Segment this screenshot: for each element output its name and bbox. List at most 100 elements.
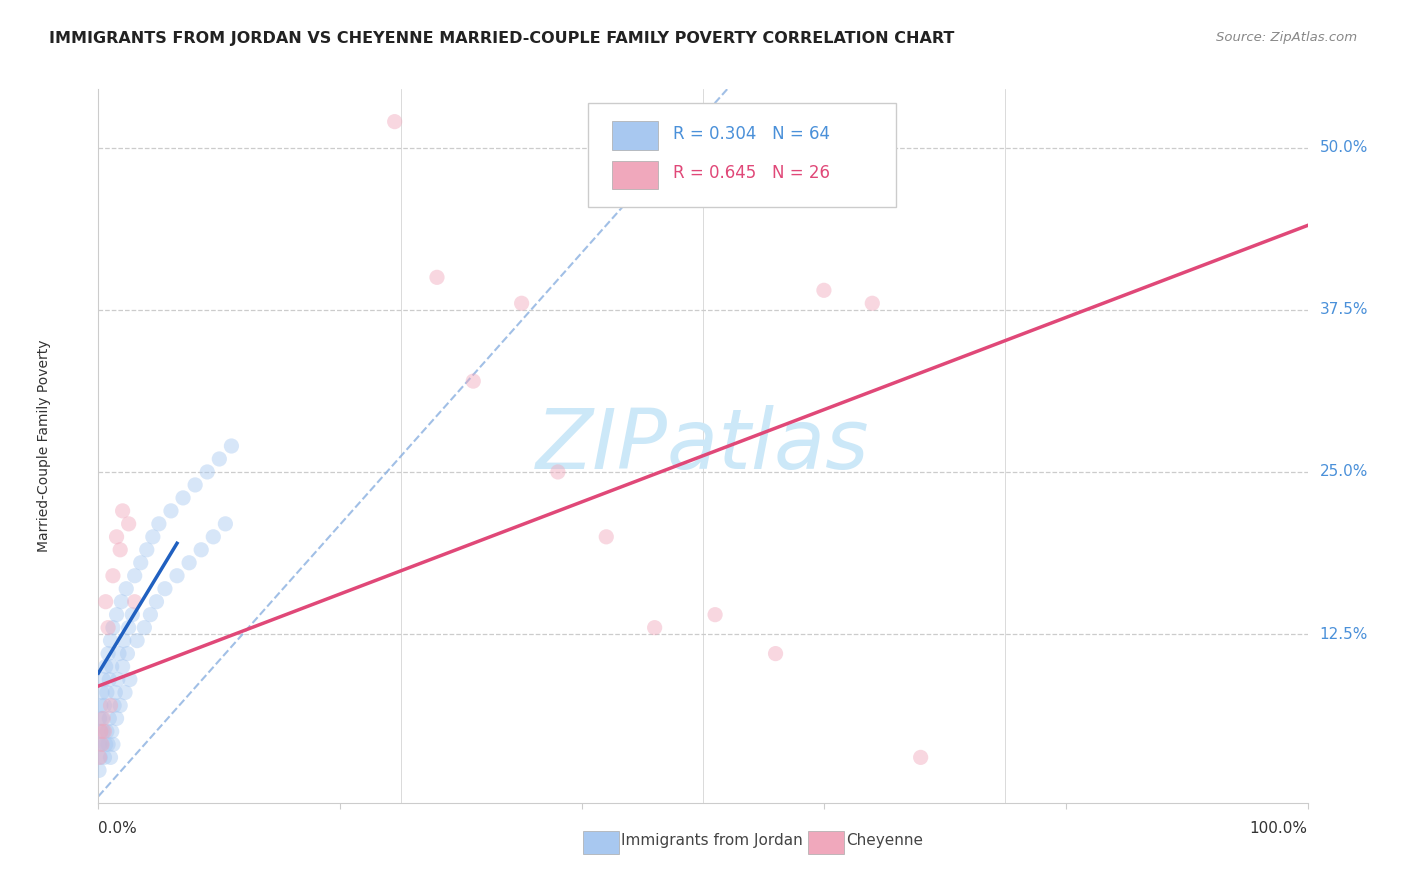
Text: Married-Couple Family Poverty: Married-Couple Family Poverty <box>37 340 51 552</box>
Point <box>118 516 141 531</box>
Point <box>124 568 146 582</box>
Point <box>100 724 122 739</box>
Text: Source: ZipAtlas.com: Source: ZipAtlas.com <box>1216 31 1357 45</box>
Point <box>98 673 121 687</box>
Point <box>100 698 122 713</box>
Point <box>124 595 146 609</box>
Point <box>127 633 149 648</box>
Point <box>91 685 114 699</box>
Point <box>184 478 207 492</box>
Point <box>89 711 111 725</box>
Point <box>190 542 212 557</box>
Point <box>97 738 120 752</box>
Point <box>91 673 114 687</box>
Point <box>121 607 143 622</box>
Point <box>135 542 157 557</box>
Point <box>115 582 138 596</box>
Point <box>101 621 124 635</box>
Point <box>93 698 115 713</box>
Point <box>202 530 225 544</box>
Point <box>595 530 617 544</box>
Point <box>96 724 118 739</box>
Point <box>104 685 127 699</box>
Point <box>384 114 406 128</box>
Text: 50.0%: 50.0% <box>1320 140 1368 155</box>
Point <box>89 738 111 752</box>
Point <box>110 595 132 609</box>
Point <box>89 750 111 764</box>
Point <box>860 296 883 310</box>
Point <box>765 647 787 661</box>
Point <box>208 452 231 467</box>
Text: R = 0.304   N = 64: R = 0.304 N = 64 <box>672 125 830 143</box>
Text: R = 0.645   N = 26: R = 0.645 N = 26 <box>672 164 830 182</box>
Point <box>105 607 128 622</box>
Point <box>111 659 134 673</box>
Text: 25.0%: 25.0% <box>1320 465 1368 479</box>
Text: ZIP​atlas: ZIP​atlas <box>536 406 870 486</box>
Point <box>142 530 165 544</box>
FancyBboxPatch shape <box>588 103 897 207</box>
Point <box>179 556 201 570</box>
Point <box>90 698 112 713</box>
Point <box>910 750 932 764</box>
Point <box>87 764 110 778</box>
Point <box>94 738 117 752</box>
Point <box>704 607 727 622</box>
Point <box>145 595 167 609</box>
Point <box>101 738 124 752</box>
Point <box>118 621 141 635</box>
Point <box>93 724 115 739</box>
Point <box>107 673 129 687</box>
Point <box>90 724 112 739</box>
Text: Cheyenne: Cheyenne <box>846 833 924 847</box>
Point <box>148 516 170 531</box>
Point <box>108 542 131 557</box>
Point <box>221 439 243 453</box>
Point <box>129 556 152 570</box>
Text: 0.0%: 0.0% <box>98 821 138 836</box>
Point <box>547 465 569 479</box>
Bar <box>613 161 658 189</box>
Point <box>100 659 122 673</box>
Point <box>114 685 136 699</box>
Point <box>463 374 485 388</box>
Point <box>134 621 156 635</box>
Point <box>118 673 141 687</box>
Point <box>101 568 124 582</box>
Text: 100.0%: 100.0% <box>1250 821 1308 836</box>
Point <box>89 750 111 764</box>
Point <box>97 621 120 635</box>
Point <box>108 647 131 661</box>
Point <box>100 750 122 764</box>
Bar <box>613 121 658 150</box>
Point <box>139 607 162 622</box>
Point <box>97 647 120 661</box>
Point <box>214 516 236 531</box>
Text: 37.5%: 37.5% <box>1320 302 1368 318</box>
Point <box>90 738 112 752</box>
Point <box>160 504 183 518</box>
Point <box>195 465 218 479</box>
Point <box>813 283 835 297</box>
Point <box>91 711 114 725</box>
Point <box>108 698 131 713</box>
Point <box>91 724 114 739</box>
Point <box>153 582 176 596</box>
Point <box>96 685 118 699</box>
Point <box>112 633 135 648</box>
Text: Immigrants from Jordan: Immigrants from Jordan <box>621 833 803 847</box>
Point <box>100 633 122 648</box>
Point <box>94 659 117 673</box>
Point <box>91 711 114 725</box>
Point <box>166 568 188 582</box>
Point <box>644 621 666 635</box>
Point <box>90 724 112 739</box>
Point <box>105 711 128 725</box>
Point <box>117 647 139 661</box>
Point <box>98 711 121 725</box>
Point <box>426 270 449 285</box>
Text: 12.5%: 12.5% <box>1320 627 1368 641</box>
Point <box>91 738 114 752</box>
Point <box>93 750 115 764</box>
